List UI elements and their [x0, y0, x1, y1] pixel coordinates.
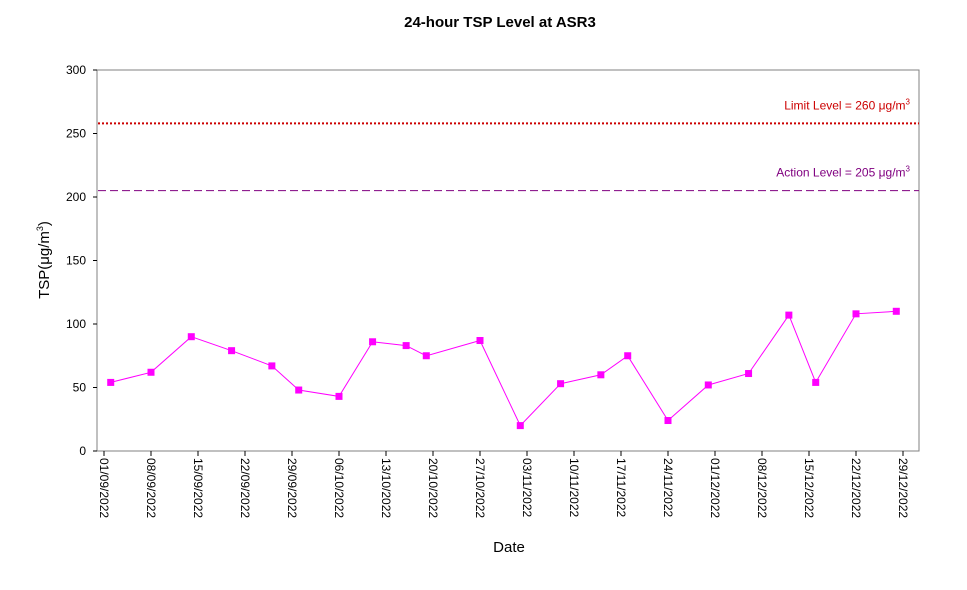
y-axis-label-close: )	[36, 221, 53, 226]
data-point	[597, 371, 605, 379]
data-point	[785, 311, 793, 319]
y-tick-label: 100	[66, 317, 86, 331]
plot-area	[96, 69, 920, 452]
data-point	[812, 378, 820, 386]
data-point	[268, 362, 276, 370]
limit-level-label-text: Limit Level = 260	[784, 98, 878, 112]
limit-level-label-mu: μ	[879, 98, 886, 112]
data-point	[228, 347, 236, 355]
x-tick-label: 15/12/2022	[802, 458, 816, 518]
data-point	[704, 381, 712, 389]
x-tick-label: 06/10/2022	[332, 458, 346, 518]
y-tick-label: 200	[66, 190, 86, 204]
x-tick-label: 15/09/2022	[191, 458, 205, 518]
data-point	[369, 338, 377, 346]
x-tick-label: 08/12/2022	[755, 458, 769, 518]
y-axis-label-mu: μ	[36, 256, 53, 265]
limit-level-label: Limit Level = 260 μg/m3	[784, 97, 910, 112]
action-level-label-unit: g/m	[886, 166, 906, 180]
x-tick-label: 13/10/2022	[379, 458, 393, 518]
action-level-label-mu: μ	[879, 166, 886, 180]
x-tick-label: 27/10/2022	[473, 458, 487, 518]
action-level-label-text: Action Level = 205	[776, 166, 878, 180]
x-tick-label: 22/12/2022	[849, 458, 863, 518]
data-point	[295, 386, 303, 394]
y-tick-label: 0	[79, 444, 86, 458]
x-tick-label: 01/09/2022	[97, 458, 111, 518]
chart-title: 24-hour TSP Level at ASR3	[404, 14, 596, 31]
data-point	[402, 342, 410, 350]
y-axis-label-text: TSP(	[36, 265, 53, 299]
data-point	[892, 307, 900, 315]
y-axis-label-sup: 3	[35, 226, 45, 231]
data-point	[852, 310, 860, 318]
y-tick-label: 250	[66, 127, 86, 141]
x-tick-label: 10/11/2022	[567, 458, 581, 517]
action-level-label: Action Level = 205 μg/m3	[776, 165, 910, 180]
series-line	[110, 310, 897, 427]
x-tick-label: 29/09/2022	[285, 458, 299, 518]
data-point	[624, 352, 632, 360]
data-point	[422, 352, 430, 360]
limit-level-label-unit: g/m	[886, 98, 906, 112]
x-axis: 01/09/2022 08/09/2022 15/09/2022 22/09/2022…	[97, 451, 910, 518]
data-point	[147, 368, 155, 376]
x-axis-label: Date	[493, 539, 525, 556]
x-tick-label: 17/11/2022	[614, 458, 628, 517]
x-tick-label: 01/12/2022	[708, 458, 722, 518]
data-point	[187, 333, 195, 341]
y-tick-label: 300	[66, 63, 86, 77]
data-point	[476, 337, 484, 345]
action-level-label-sup: 3	[906, 165, 911, 174]
x-tick-label: 08/09/2022	[144, 458, 158, 518]
data-point	[107, 378, 115, 386]
data-point	[745, 370, 753, 378]
x-tick-label: 22/09/2022	[238, 458, 252, 518]
x-tick-label: 20/10/2022	[426, 458, 440, 518]
data-point	[516, 422, 524, 430]
limit-level-label-sup: 3	[906, 97, 911, 106]
x-tick-label: 24/11/2022	[661, 458, 675, 517]
data-point	[664, 417, 672, 425]
x-tick-label: 03/11/2022	[520, 458, 534, 517]
y-axis-label: TSP(μg/m3)	[35, 221, 53, 299]
y-axis: 0 50 100 150 200 250 300	[66, 63, 97, 458]
y-tick-label: 150	[66, 254, 86, 268]
x-tick-label: 29/12/2022	[896, 458, 910, 518]
data-point	[335, 392, 343, 400]
y-axis-label-unit: g/m	[36, 231, 53, 256]
data-point	[557, 380, 565, 388]
series-group	[107, 307, 900, 430]
y-tick-label: 50	[73, 381, 87, 395]
